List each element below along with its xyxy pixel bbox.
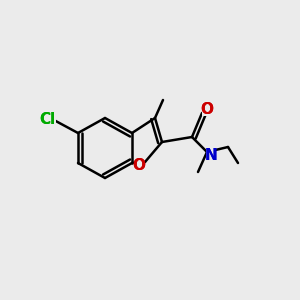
Text: Cl: Cl: [39, 112, 55, 127]
Bar: [38, 112, 56, 126]
Text: N: N: [205, 148, 218, 163]
Text: Cl: Cl: [39, 112, 55, 127]
Text: O: O: [133, 158, 146, 173]
Text: N: N: [205, 148, 218, 163]
Text: O: O: [133, 158, 146, 173]
Bar: [202, 102, 212, 116]
Text: O: O: [200, 101, 214, 116]
Text: O: O: [200, 101, 214, 116]
Bar: [134, 159, 144, 173]
Bar: [206, 148, 216, 162]
